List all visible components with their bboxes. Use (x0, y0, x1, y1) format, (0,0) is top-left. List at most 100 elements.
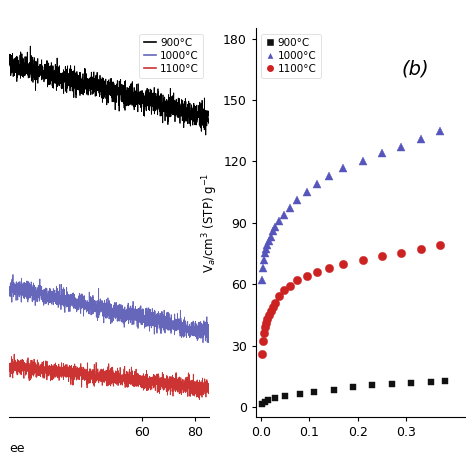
1000°C (259, 277, 264, 283)
1100°C (259, 351, 264, 356)
Y-axis label: V$_a$/cm$^3$ (STP) g$^{-1}$: V$_a$/cm$^3$ (STP) g$^{-1}$ (201, 173, 220, 273)
900°C (370, 383, 375, 388)
900°C (311, 389, 317, 394)
Legend: 900°C, 1000°C, 1100°C: 900°C, 1000°C, 1100°C (139, 34, 203, 78)
900°C (98, 79, 104, 85)
1100°C (287, 283, 293, 289)
900°C (27, 43, 33, 49)
1100°C (262, 324, 267, 330)
1000°C (17, 281, 23, 287)
Line: 1100°C: 1100°C (257, 241, 445, 358)
1000°C (200, 322, 206, 328)
1100°C (7, 366, 12, 372)
900°C (200, 112, 206, 118)
1000°C (379, 150, 385, 156)
1100°C (340, 261, 346, 266)
900°C (262, 399, 267, 405)
1100°C (294, 277, 300, 283)
900°C (259, 401, 265, 407)
900°C (350, 384, 356, 390)
1000°C (438, 128, 443, 134)
1100°C (379, 253, 385, 258)
1100°C (326, 265, 331, 271)
1100°C (197, 397, 202, 402)
900°C (331, 387, 337, 392)
900°C (428, 380, 433, 385)
1000°C (98, 309, 104, 314)
1000°C (206, 328, 211, 334)
1100°C (200, 385, 206, 391)
1000°C (264, 242, 270, 248)
900°C (297, 391, 302, 396)
1000°C (268, 234, 273, 240)
1100°C (264, 316, 270, 322)
1100°C (164, 389, 169, 394)
900°C (273, 395, 278, 401)
X-axis label: ee: ee (9, 442, 25, 455)
Line: 1000°C: 1000°C (257, 127, 445, 284)
1000°C (287, 206, 293, 211)
900°C (103, 91, 109, 97)
Line: 900°C: 900°C (9, 46, 209, 135)
1000°C (103, 297, 109, 302)
1100°C (314, 269, 319, 275)
900°C (265, 397, 271, 402)
1100°C (200, 392, 206, 397)
1100°C (273, 300, 278, 305)
1000°C (262, 251, 267, 256)
1100°C (360, 257, 365, 263)
1100°C (263, 320, 268, 326)
1100°C (281, 287, 287, 293)
1000°C (304, 189, 310, 195)
1000°C (260, 265, 265, 271)
1100°C (418, 246, 424, 252)
1000°C (164, 319, 169, 324)
1000°C (273, 224, 278, 230)
1000°C (314, 181, 319, 187)
Line: 900°C: 900°C (259, 378, 448, 407)
1000°C (200, 331, 206, 337)
1000°C (418, 136, 424, 142)
900°C (389, 382, 395, 387)
900°C (408, 381, 414, 386)
1100°C (399, 251, 404, 256)
1000°C (326, 173, 331, 179)
1000°C (263, 246, 268, 252)
900°C (442, 378, 448, 384)
1100°C (266, 312, 272, 318)
1100°C (276, 293, 282, 299)
Text: 0.0         0.2: 0.0 0.2 (360, 447, 369, 448)
900°C (206, 120, 211, 126)
1100°C (270, 304, 276, 310)
1100°C (304, 273, 310, 279)
1100°C (103, 383, 109, 388)
1000°C (261, 257, 266, 263)
Line: 1000°C: 1000°C (9, 274, 209, 343)
1000°C (7, 288, 12, 293)
900°C (7, 58, 12, 64)
1000°C (360, 159, 365, 164)
900°C (282, 393, 288, 399)
1000°C (281, 212, 287, 218)
900°C (164, 104, 169, 109)
1000°C (294, 198, 300, 203)
1000°C (266, 238, 272, 244)
1100°C (260, 338, 265, 344)
1100°C (438, 242, 443, 248)
1000°C (270, 228, 276, 234)
1000°C (10, 272, 16, 277)
900°C (203, 132, 209, 138)
900°C (200, 116, 206, 122)
900°C (17, 66, 22, 72)
1100°C (261, 330, 266, 336)
1100°C (98, 366, 104, 372)
1100°C (11, 351, 17, 357)
1000°C (200, 340, 206, 346)
Legend: 900°C, 1000°C, 1100°C: 900°C, 1000°C, 1100°C (261, 34, 321, 78)
1000°C (276, 218, 282, 224)
1100°C (268, 308, 273, 314)
1000°C (340, 164, 346, 170)
1000°C (399, 144, 404, 150)
Line: 1100°C: 1100°C (9, 354, 209, 400)
1100°C (206, 391, 211, 396)
